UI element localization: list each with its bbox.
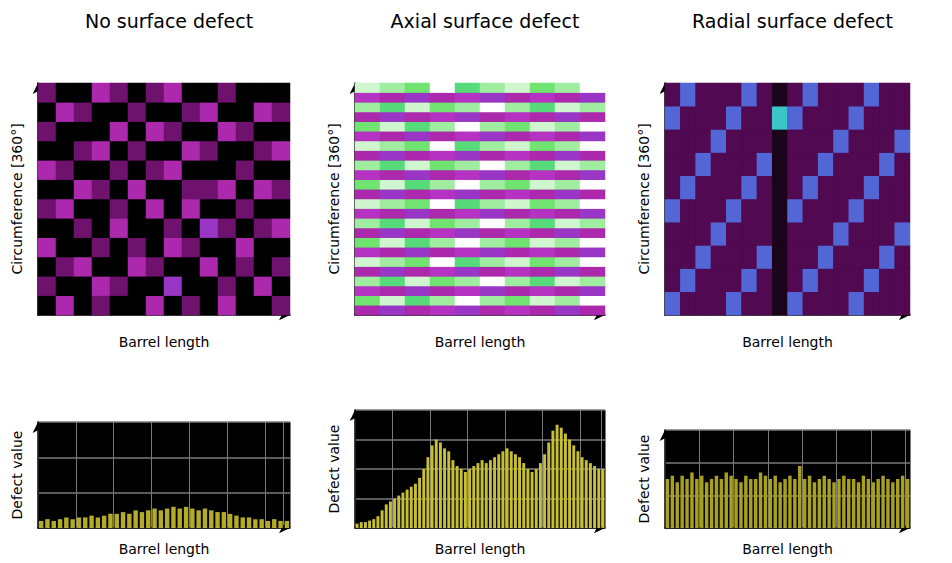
svg-text:Barrel length: Barrel length (435, 541, 526, 557)
svg-text:Barrel length: Barrel length (742, 334, 833, 350)
svg-text:Defect value: Defect value (326, 425, 342, 514)
svg-text:Defect value: Defect value (9, 431, 25, 520)
svg-text:Circumference [360°]: Circumference [360°] (326, 123, 342, 274)
svg-text:Defect value: Defect value (636, 435, 652, 524)
svg-text:Radial surface defect: Radial surface defect (692, 10, 893, 32)
svg-text:Axial surface defect: Axial surface defect (391, 10, 580, 32)
svg-text:Barrel length: Barrel length (119, 541, 210, 557)
svg-text:Barrel length: Barrel length (119, 334, 210, 350)
svg-text:No surface defect: No surface defect (85, 10, 253, 32)
svg-text:Barrel length: Barrel length (742, 541, 833, 557)
svg-text:Circumference [360°]: Circumference [360°] (636, 123, 652, 274)
svg-text:Barrel length: Barrel length (435, 334, 526, 350)
svg-text:Circumference [360°]: Circumference [360°] (9, 123, 25, 274)
